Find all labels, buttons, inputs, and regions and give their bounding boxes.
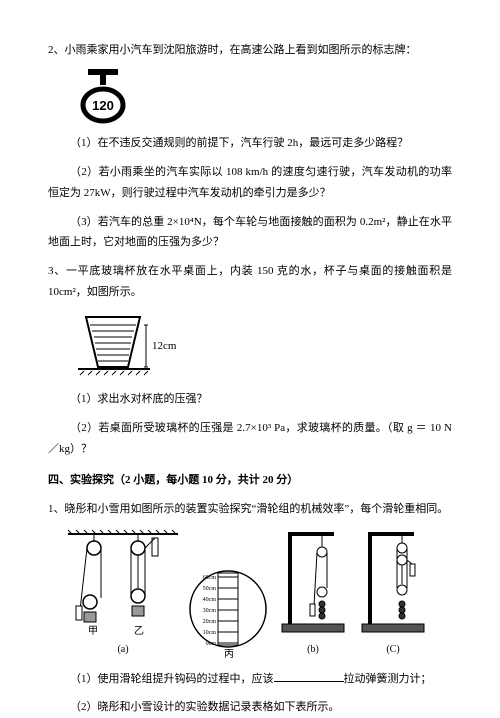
svg-text:10cm: 10cm (203, 630, 217, 636)
q4-1-stem: 1、晓彤和小雪用如图所示的装置实验探究“滑轮组的机械效率”，每个滑轮重相同。 (48, 499, 452, 520)
q2-sub2: （2）若小雨乘坐的汽车实际以 108 km/h 的速度匀速行驶，汽车发动机的功率… (48, 162, 452, 204)
q2-sub1: （1）在不违反交通规则的前提下，汽车行驶 2h，最远可走多少路程？ (48, 133, 452, 154)
q4-1-sub2: （2）晓彤和小雪设计的实验数据记录表格如下表所示。 (48, 697, 452, 718)
cup-icon: 12cm (78, 311, 188, 381)
svg-text:甲: 甲 (88, 626, 98, 637)
fig-b-icon (278, 528, 348, 638)
section4-heading: 四、实验探究（2 小题，每小题 10 分，共计 20 分） (48, 470, 452, 491)
svg-text:乙: 乙 (134, 625, 144, 637)
svg-text:50cm: 50cm (203, 586, 217, 592)
q3-stem: 3、一平底玻璃杯放在水平桌面上，内装 150 克的水，杯子与桌面的接触面积是 1… (48, 261, 452, 303)
q2-sub3: （3）若汽车的总重 2×10⁴N，每个车轮与地面接触的面积为 0.2m²，静止在… (48, 212, 452, 254)
svg-text:40cm: 40cm (203, 597, 217, 603)
fig-ruler-wrap: 60cm 50cm 40cm 30cm 20cm 10cm 0cm 丙 (188, 559, 268, 659)
q2-stem: 2、小雨乘家用小汽车到沈阳旅游时，在高速公路上看到如图所示的标志牌： (48, 40, 452, 61)
sign-value: 120 (92, 98, 114, 113)
q3-dim-label: 12cm (152, 340, 177, 352)
q4-1-figure-row: 甲 乙 (a) 60cm 50cm 40cm 30cm 20cm 10cm 0c… (68, 528, 452, 659)
q4-1-sub1-post: 拉动弹簧测力计； (344, 673, 432, 685)
fig-c-wrap: (C) (358, 528, 428, 659)
fig-a-icon: 甲 乙 (68, 528, 178, 638)
fig-c-icon (358, 528, 428, 638)
q4-1-sub1-pre: （1）使用滑轮组提升钩码的过程中，应该 (70, 673, 274, 685)
fig-a-label: (a) (68, 640, 178, 659)
svg-text:20cm: 20cm (203, 619, 217, 625)
q4-1-blank (274, 671, 344, 682)
fig-b-label: (b) (278, 640, 348, 659)
svg-text:30cm: 30cm (203, 608, 217, 614)
q4-1-sub1: （1）使用滑轮组提升钩码的过程中，应该 拉动弹簧测力计； (48, 669, 452, 690)
svg-text:0cm: 0cm (206, 641, 217, 647)
q3-cup-figure: 12cm (78, 311, 452, 381)
q2-sign-figure: 120 (78, 69, 452, 125)
speed-sign-icon: 120 (78, 69, 128, 125)
svg-text:60cm: 60cm (203, 575, 217, 581)
svg-text:丙: 丙 (224, 649, 234, 659)
fig-ruler-icon: 60cm 50cm 40cm 30cm 20cm 10cm 0cm 丙 (188, 559, 268, 659)
q3-sub2: （2）若桌面所受玻璃杯的压强是 2.7×10³ Pa，求玻璃杯的质量。（取 g … (48, 418, 452, 460)
q3-sub1: （1）求出水对杯底的压强？ (48, 389, 452, 410)
fig-a-wrap: 甲 乙 (a) (68, 528, 178, 659)
fig-b-wrap: (b) (278, 528, 348, 659)
fig-c-label: (C) (358, 640, 428, 659)
